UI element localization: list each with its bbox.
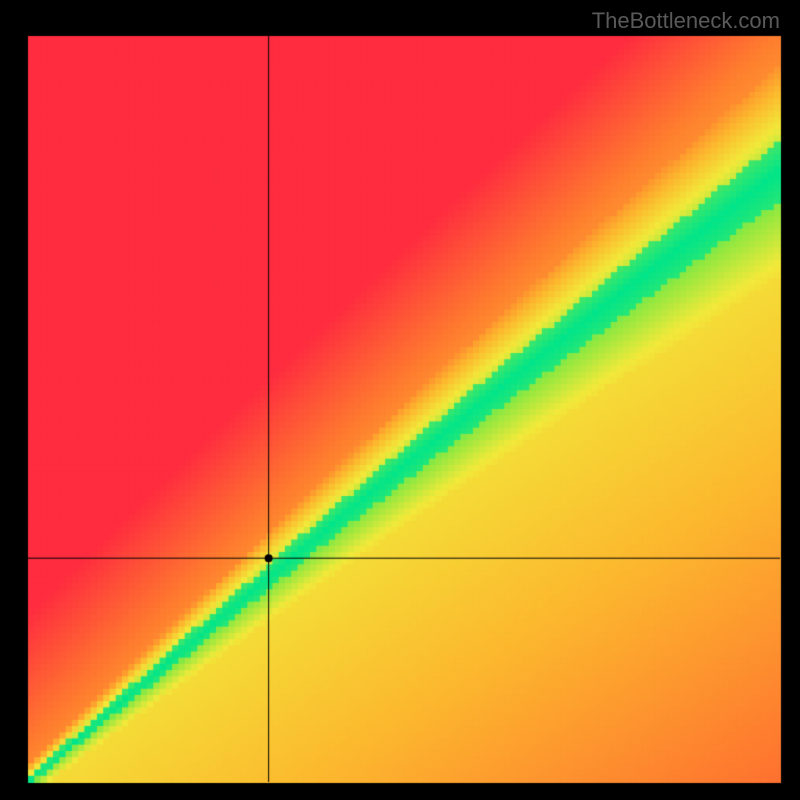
watermark-text: TheBottleneck.com <box>592 8 780 34</box>
bottleneck-heatmap <box>0 0 800 800</box>
chart-container: TheBottleneck.com <box>0 0 800 800</box>
